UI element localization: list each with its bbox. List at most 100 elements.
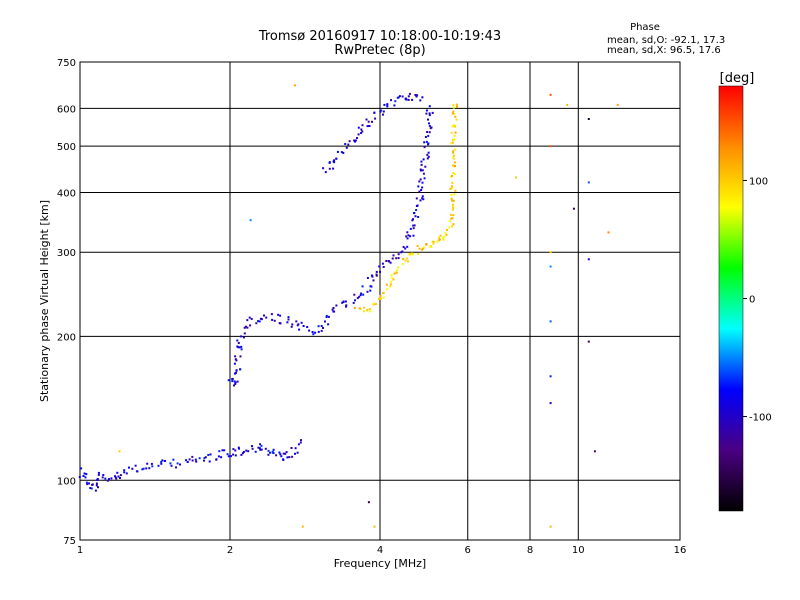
o-trace-point — [114, 475, 116, 478]
o-trace-point — [344, 143, 347, 145]
o-trace-point — [245, 449, 248, 452]
o-trace-point — [324, 320, 326, 323]
o-trace-point — [429, 127, 432, 130]
o-trace-point — [176, 462, 179, 465]
y-axis-ticks: 75 100 200 300 400 500 600 750 — [57, 58, 76, 547]
x-trace-point — [452, 106, 455, 109]
o-trace-point — [320, 329, 323, 332]
o-trace-point — [421, 181, 424, 184]
x-trace-point — [421, 248, 424, 251]
x-trace-point — [452, 203, 455, 206]
y-tick-label: 100 — [57, 476, 76, 487]
o-trace-point — [221, 449, 224, 452]
y-tick-label: 200 — [57, 332, 76, 343]
x-trace-point — [393, 272, 396, 275]
o-trace-point — [263, 314, 265, 317]
x-trace-point — [385, 283, 388, 286]
x-trace-point — [372, 302, 375, 305]
colorbar-tick-label: -100 — [749, 413, 772, 424]
o-trace-point — [328, 167, 331, 170]
o-trace-point — [271, 318, 274, 321]
isolated-point — [249, 219, 252, 222]
o-trace-point — [411, 98, 414, 101]
o-trace-point — [411, 219, 414, 222]
o-trace-point — [302, 325, 305, 327]
o-trace-point — [353, 293, 356, 296]
x-trace-point — [369, 310, 372, 313]
o-trace-point — [97, 471, 100, 474]
o-trace-point — [366, 277, 369, 279]
o-trace-point — [427, 142, 430, 145]
y-tick-label: 750 — [57, 58, 76, 69]
o-trace-point — [218, 450, 221, 453]
o-trace-point — [236, 345, 239, 348]
o-trace-point — [236, 380, 239, 383]
o-trace-point — [422, 198, 425, 201]
o-trace-point — [370, 274, 373, 277]
o-trace-point — [357, 126, 360, 129]
o-trace-point — [242, 450, 245, 453]
x-trace-point — [452, 139, 455, 142]
o-trace-point — [373, 111, 376, 114]
x-trace-point — [395, 271, 398, 274]
o-trace-point — [361, 285, 364, 288]
o-trace-point — [195, 460, 198, 463]
x-trace-point — [439, 234, 442, 237]
x-trace-point — [451, 187, 454, 189]
o-trace-point — [273, 319, 276, 322]
o-trace-point — [117, 475, 120, 478]
o-trace-point — [397, 253, 400, 256]
o-trace-point — [374, 117, 377, 120]
x-trace-point — [416, 245, 419, 247]
o-trace-point — [395, 257, 398, 260]
x-trace-point — [358, 307, 361, 310]
x-tick-label: 8 — [527, 545, 533, 556]
o-trace-point — [258, 320, 261, 323]
x-trace-point — [453, 173, 456, 176]
x-trace-point — [378, 297, 381, 299]
o-trace-point — [298, 328, 301, 331]
o-trace-point — [424, 136, 427, 138]
x-trace-point — [366, 309, 369, 312]
o-trace-point — [286, 321, 289, 324]
o-trace-point — [415, 95, 418, 98]
o-trace-point — [345, 304, 348, 307]
x-trace-point — [443, 235, 446, 238]
isolated-point — [549, 93, 552, 96]
o-trace-point — [360, 132, 363, 134]
o-trace-point — [362, 293, 365, 296]
x-trace-point — [401, 263, 404, 266]
o-trace-point — [217, 455, 220, 458]
x-trace-point — [453, 113, 456, 115]
colorbar — [718, 85, 744, 512]
x-trace-point — [454, 125, 456, 128]
x-trace-point — [396, 269, 399, 272]
o-trace-point — [413, 224, 416, 227]
o-trace-point — [85, 473, 88, 476]
o-trace-point — [407, 234, 410, 237]
o-trace-point — [428, 112, 431, 115]
o-trace-point — [191, 459, 194, 462]
o-trace-point — [275, 454, 278, 457]
o-trace-point — [423, 141, 426, 144]
o-trace-point — [402, 246, 405, 248]
o-trace-point — [427, 155, 430, 158]
isolated-point — [616, 103, 619, 106]
isolated-point — [367, 501, 370, 504]
o-trace-point — [106, 479, 109, 482]
o-trace-point — [136, 470, 139, 473]
o-trace-point — [282, 452, 285, 455]
o-trace-point — [172, 458, 175, 461]
x-trace-point — [450, 217, 453, 220]
o-trace-point — [335, 304, 338, 307]
o-trace-point — [198, 457, 201, 460]
o-trace-point — [150, 462, 153, 465]
o-trace-point — [388, 260, 391, 263]
x-trace-point — [455, 103, 458, 106]
o-trace-point — [279, 453, 282, 456]
o-trace-point — [280, 455, 283, 458]
o-trace-point — [267, 453, 270, 456]
x-trace-point — [453, 134, 456, 137]
o-trace-point — [299, 441, 302, 444]
o-trace-point — [417, 216, 420, 218]
